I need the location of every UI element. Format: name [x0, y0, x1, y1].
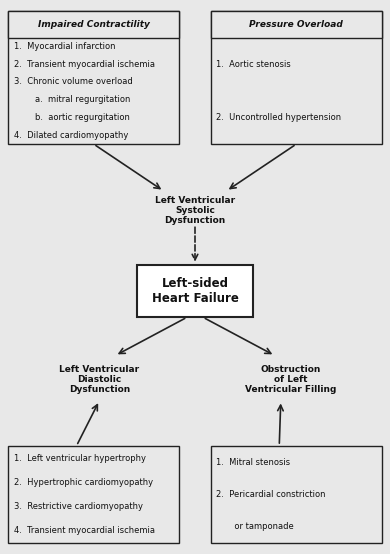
Bar — [211, 446, 382, 543]
Text: 1.  Aortic stenosis: 1. Aortic stenosis — [216, 60, 291, 69]
Text: 2.  Pericardial constriction: 2. Pericardial constriction — [216, 490, 326, 499]
Text: 3.  Restrictive cardiomyopathy: 3. Restrictive cardiomyopathy — [14, 502, 143, 511]
Text: or tamponade: or tamponade — [216, 522, 294, 531]
Text: Pressure Overload: Pressure Overload — [250, 20, 343, 29]
Text: Left Ventricular
Diastolic
Dysfunction: Left Ventricular Diastolic Dysfunction — [59, 365, 140, 394]
Bar — [8, 11, 179, 144]
Text: 4.  Dilated cardiomyopathy: 4. Dilated cardiomyopathy — [14, 131, 128, 140]
Bar — [211, 11, 382, 38]
Text: Obstruction
of Left
Ventricular Filling: Obstruction of Left Ventricular Filling — [245, 365, 336, 394]
Text: 3.  Chronic volume overload: 3. Chronic volume overload — [14, 78, 132, 86]
Bar — [8, 11, 179, 38]
Text: 1.  Left ventricular hypertrophy: 1. Left ventricular hypertrophy — [14, 454, 145, 463]
Text: 1.  Myocardial infarction: 1. Myocardial infarction — [14, 42, 115, 51]
Bar — [8, 446, 179, 543]
Text: a.  mitral regurgitation: a. mitral regurgitation — [14, 95, 130, 104]
Text: b.  aortic regurgitation: b. aortic regurgitation — [14, 113, 129, 122]
Bar — [136, 265, 254, 317]
Text: 2.  Uncontrolled hypertension: 2. Uncontrolled hypertension — [216, 113, 342, 122]
Text: Left Ventricular
Systolic
Dysfunction: Left Ventricular Systolic Dysfunction — [155, 196, 235, 225]
Bar — [211, 11, 382, 144]
Text: 1.  Mitral stenosis: 1. Mitral stenosis — [216, 458, 291, 466]
Text: 4.  Transient myocardial ischemia: 4. Transient myocardial ischemia — [14, 526, 155, 535]
Text: 2.  Hypertrophic cardiomyopathy: 2. Hypertrophic cardiomyopathy — [14, 478, 153, 487]
Text: Impaired Contractility: Impaired Contractility — [38, 20, 149, 29]
Text: Left-sided
Heart Failure: Left-sided Heart Failure — [152, 277, 238, 305]
Text: 2.  Transient myocardial ischemia: 2. Transient myocardial ischemia — [14, 60, 155, 69]
